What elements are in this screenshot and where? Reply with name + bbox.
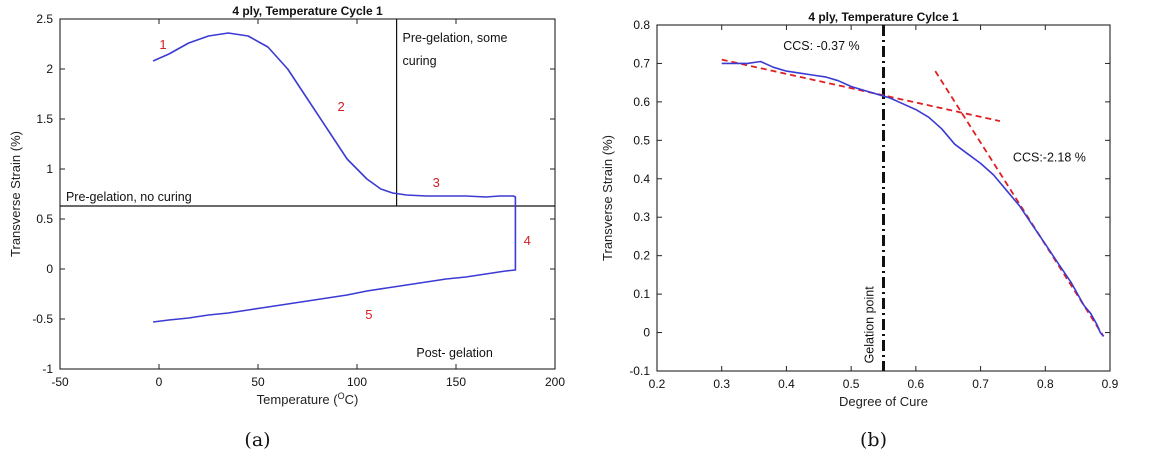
x-tick-label: 0 [156,375,163,389]
x-tick-label: 0.6 [908,377,925,391]
panel-caption: (a) [244,429,270,451]
panel-caption: (b) [860,429,887,451]
x-axis-label: Temperature (OC) [257,391,359,407]
stage-number-label: 2 [338,99,345,114]
ccs-annotation: CCS:-2.18 % [1013,150,1086,164]
data-series-line [721,60,1105,337]
y-tick-label: 1.5 [36,112,53,126]
y-tick-label: 0.7 [633,56,650,70]
gelation-point-label: Gelation point [863,286,877,364]
x-tick-label: 150 [446,375,466,389]
stage-number-label: 1 [159,37,166,52]
fit-line-dashed [721,58,1001,122]
y-axis-label: Transverse Strain (%) [600,135,615,261]
y-tick-label: 0 [46,262,53,276]
y-tick-label: 0.5 [36,212,53,226]
y-tick-label: -0.1 [629,364,650,378]
x-tick-label: 0.7 [972,377,989,391]
chart-title: 4 ply, Temperature Cylce 1 [808,10,959,24]
panel-b-degree-of-cure-chart: 0.2 0.3 0.4 0.5 0.6 0.7 0.8 0.9 -0.1 0 0.1 0.2 0.3 0.… [600,10,1119,451]
y-tick-label: -0.5 [32,312,53,326]
panel-a-temperature-cycle-chart: -50 0 50 100 150 200 -1 -0.5 0 0.5 1 1.5 2 2.5 4 ply, … [8,4,565,451]
x-tick-label: 100 [347,375,367,389]
y-tick-label: 0.1 [633,287,650,301]
region-label: Pre-gelation, some [403,31,508,45]
x-tick-label: 0.5 [843,377,860,391]
y-tick-label: 0.4 [633,172,650,186]
y-tick-label: 0.8 [633,18,650,32]
x-tick-label: 0.3 [713,377,730,391]
y-tick-label: 2 [46,62,53,76]
y-tick-label: 0 [643,326,650,340]
x-tick-label: 0.8 [1037,377,1054,391]
y-tick-label: 0.5 [633,133,650,147]
stage-number-label: 3 [433,175,440,190]
chart-title: 4 ply, Temperature Cycle 1 [232,4,383,18]
region-label: curing [403,54,437,68]
stage-number-label: 4 [524,233,531,248]
x-tick-label: 200 [545,375,565,389]
stage-number-label: 5 [365,307,372,322]
x-tick-label: 0.9 [1102,377,1119,391]
y-axis-label: Transverse Strain (%) [8,131,23,257]
y-tick-label: 2.5 [36,12,53,26]
x-tick-label: 50 [251,375,265,389]
plot-frame [59,18,556,370]
fit-line-dashed [934,70,1105,337]
y-tick-label: 0.6 [633,95,650,109]
region-label: Post- gelation [416,346,492,360]
y-tick-label: 1 [46,162,53,176]
y-tick-label: 0.3 [633,210,650,224]
ccs-annotation: CCS: -0.37 % [783,39,859,53]
x-tick-label: 0.2 [649,377,666,391]
region-label: Pre-gelation, no curing [66,190,192,204]
y-tick-label: 0.2 [633,249,650,263]
y-tick-label: -1 [42,362,53,376]
x-tick-label: -50 [51,375,69,389]
x-axis-label: Degree of Cure [839,394,928,409]
x-tick-label: 0.4 [778,377,795,391]
data-series-line [152,32,517,323]
